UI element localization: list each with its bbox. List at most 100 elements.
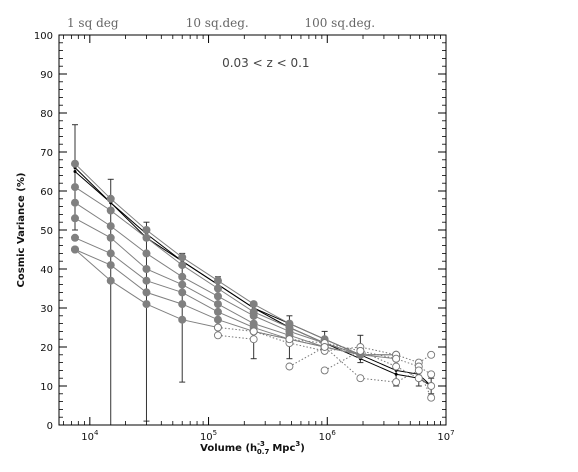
data-point-open bbox=[249, 335, 258, 344]
data-point-black bbox=[394, 372, 398, 376]
x-tick-label-base: 10 bbox=[437, 432, 450, 443]
y-tick-labels: 0 10 20 30 40 50 60 70 80 90 100 bbox=[34, 31, 53, 432]
y-axis-label: Cosmic Variance (%) bbox=[16, 173, 27, 288]
data-point bbox=[142, 233, 151, 242]
data-point bbox=[213, 300, 222, 309]
data-point bbox=[106, 194, 115, 203]
x-axis-label-close: ) bbox=[300, 443, 305, 454]
data-point bbox=[106, 276, 115, 285]
data-point bbox=[178, 288, 187, 297]
x-axis-label-sub: 0.7 bbox=[257, 448, 270, 456]
x-tick-label-exponent: 7 bbox=[450, 429, 454, 437]
data-point-open bbox=[320, 343, 329, 351]
data-point-open bbox=[392, 378, 401, 387]
data-point bbox=[70, 233, 79, 242]
data-point-open bbox=[427, 382, 436, 390]
data-point-open bbox=[214, 331, 222, 340]
error-bars-layer bbox=[71, 124, 435, 426]
y-tick-label: 100 bbox=[34, 31, 53, 42]
series-line bbox=[74, 171, 432, 387]
data-point bbox=[178, 300, 187, 309]
axis-ticks-layer bbox=[59, 34, 447, 426]
data-point bbox=[106, 206, 115, 215]
data-point-open bbox=[356, 346, 365, 355]
data-point-open bbox=[356, 374, 365, 383]
data-point bbox=[178, 272, 187, 281]
data-point-open bbox=[249, 327, 258, 336]
data-point bbox=[142, 300, 151, 309]
x-axis-label-units-sup: 3 bbox=[295, 440, 300, 448]
data-point bbox=[213, 276, 222, 285]
top-area-labels: 1 sq deg 10 sq.deg. 100 sq.deg. bbox=[67, 16, 375, 30]
x-tick-label-base: 10 bbox=[200, 432, 213, 443]
series-line bbox=[324, 350, 432, 387]
series-line bbox=[217, 327, 432, 364]
data-point bbox=[70, 183, 79, 192]
data-point bbox=[213, 284, 222, 293]
data-point-open bbox=[414, 366, 423, 375]
data-point-open bbox=[392, 354, 401, 363]
x-axis-label-units: Mpc bbox=[272, 443, 295, 454]
series-line bbox=[253, 330, 432, 375]
x-tick-label-exponent: 6 bbox=[331, 429, 336, 437]
x-tick-label-exponent: 4 bbox=[94, 429, 99, 437]
data-point bbox=[249, 300, 258, 309]
data-point bbox=[178, 280, 187, 289]
redshift-annotation: 0.03 < z < 0.1 bbox=[222, 56, 309, 70]
survey-area-label: 1 sq deg bbox=[67, 16, 119, 30]
data-point bbox=[70, 198, 79, 207]
data-point-open bbox=[285, 362, 294, 371]
data-point-open bbox=[414, 374, 423, 383]
data-point bbox=[213, 292, 222, 301]
data-point-open bbox=[214, 323, 222, 332]
data-point bbox=[213, 307, 222, 316]
data-point-open bbox=[320, 366, 329, 375]
data-point-open bbox=[427, 350, 436, 359]
y-tick-label: 70 bbox=[40, 148, 53, 159]
data-point bbox=[249, 311, 258, 320]
series-line bbox=[217, 334, 254, 340]
data-point bbox=[178, 315, 187, 324]
data-point bbox=[178, 253, 187, 262]
y-tick-label: 80 bbox=[40, 109, 53, 120]
y-tick-label: 40 bbox=[40, 265, 53, 276]
data-point bbox=[142, 276, 151, 285]
data-point bbox=[142, 249, 151, 258]
data-point bbox=[70, 159, 79, 168]
data-point bbox=[142, 288, 151, 297]
y-tick-label: 60 bbox=[40, 187, 53, 198]
x-tick-label: 105 bbox=[200, 429, 217, 443]
x-tick-label: 104 bbox=[81, 429, 99, 443]
y-tick-label: 50 bbox=[40, 226, 53, 237]
data-point bbox=[106, 233, 115, 242]
x-tick-label: 107 bbox=[437, 429, 454, 443]
data-point bbox=[142, 226, 151, 234]
y-tick-label: 20 bbox=[40, 343, 53, 354]
y-tick-label: 30 bbox=[40, 304, 53, 315]
x-tick-label: 106 bbox=[319, 429, 337, 443]
y-tick-label: 0 bbox=[47, 421, 53, 432]
data-point-open bbox=[427, 370, 436, 379]
series-lines-layer bbox=[74, 163, 432, 398]
series-line bbox=[74, 163, 397, 356]
y-tick-label: 10 bbox=[40, 382, 53, 393]
data-point-black bbox=[73, 170, 77, 173]
data-point bbox=[106, 222, 115, 231]
x-tick-label-base: 10 bbox=[319, 432, 332, 443]
x-axis-label-main: Volume (h bbox=[200, 443, 257, 454]
series-line bbox=[74, 167, 432, 387]
x-tick-label-base: 10 bbox=[81, 432, 94, 443]
x-axis-label-sup: -3 bbox=[257, 440, 265, 448]
data-point bbox=[178, 261, 187, 270]
survey-area-label: 100 sq.deg. bbox=[304, 16, 375, 30]
y-tick-label: 90 bbox=[40, 70, 53, 81]
x-tick-labels: 104 105 106 107 bbox=[81, 429, 454, 443]
data-point bbox=[106, 261, 115, 270]
data-point bbox=[213, 315, 222, 324]
data-point-open bbox=[427, 393, 436, 402]
series-line bbox=[74, 202, 397, 360]
data-point bbox=[142, 265, 151, 273]
data-point-open bbox=[392, 362, 401, 371]
